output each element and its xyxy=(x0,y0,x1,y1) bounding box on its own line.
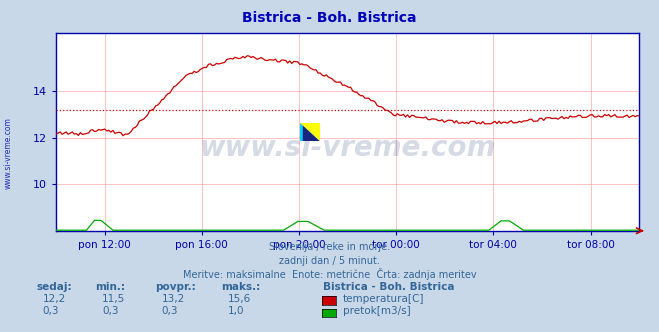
Text: maks.:: maks.: xyxy=(221,283,260,292)
Polygon shape xyxy=(303,125,320,141)
Text: zadnji dan / 5 minut.: zadnji dan / 5 minut. xyxy=(279,256,380,266)
Text: Bistrica - Boh. Bistrica: Bistrica - Boh. Bistrica xyxy=(323,283,455,292)
Text: www.si-vreme.com: www.si-vreme.com xyxy=(3,117,13,189)
Text: min.:: min.: xyxy=(96,283,126,292)
Polygon shape xyxy=(300,123,320,141)
Text: 11,5: 11,5 xyxy=(102,294,125,304)
Text: sedaj:: sedaj: xyxy=(36,283,72,292)
Text: 15,6: 15,6 xyxy=(227,294,250,304)
Text: pretok[m3/s]: pretok[m3/s] xyxy=(343,306,411,316)
Text: 1,0: 1,0 xyxy=(227,306,244,316)
Text: 0,3: 0,3 xyxy=(43,306,59,316)
Text: Meritve: maksimalne  Enote: metrične  Črta: zadnja meritev: Meritve: maksimalne Enote: metrične Črta… xyxy=(183,268,476,280)
Text: temperatura[C]: temperatura[C] xyxy=(343,294,424,304)
Text: Slovenija / reke in morje.: Slovenija / reke in morje. xyxy=(269,242,390,252)
Polygon shape xyxy=(300,123,320,141)
Text: 0,3: 0,3 xyxy=(161,306,178,316)
Text: Bistrica - Boh. Bistrica: Bistrica - Boh. Bistrica xyxy=(243,11,416,25)
Text: www.si-vreme.com: www.si-vreme.com xyxy=(200,134,496,162)
Text: 12,2: 12,2 xyxy=(43,294,66,304)
Text: 0,3: 0,3 xyxy=(102,306,119,316)
Text: 13,2: 13,2 xyxy=(161,294,185,304)
Text: povpr.:: povpr.: xyxy=(155,283,196,292)
